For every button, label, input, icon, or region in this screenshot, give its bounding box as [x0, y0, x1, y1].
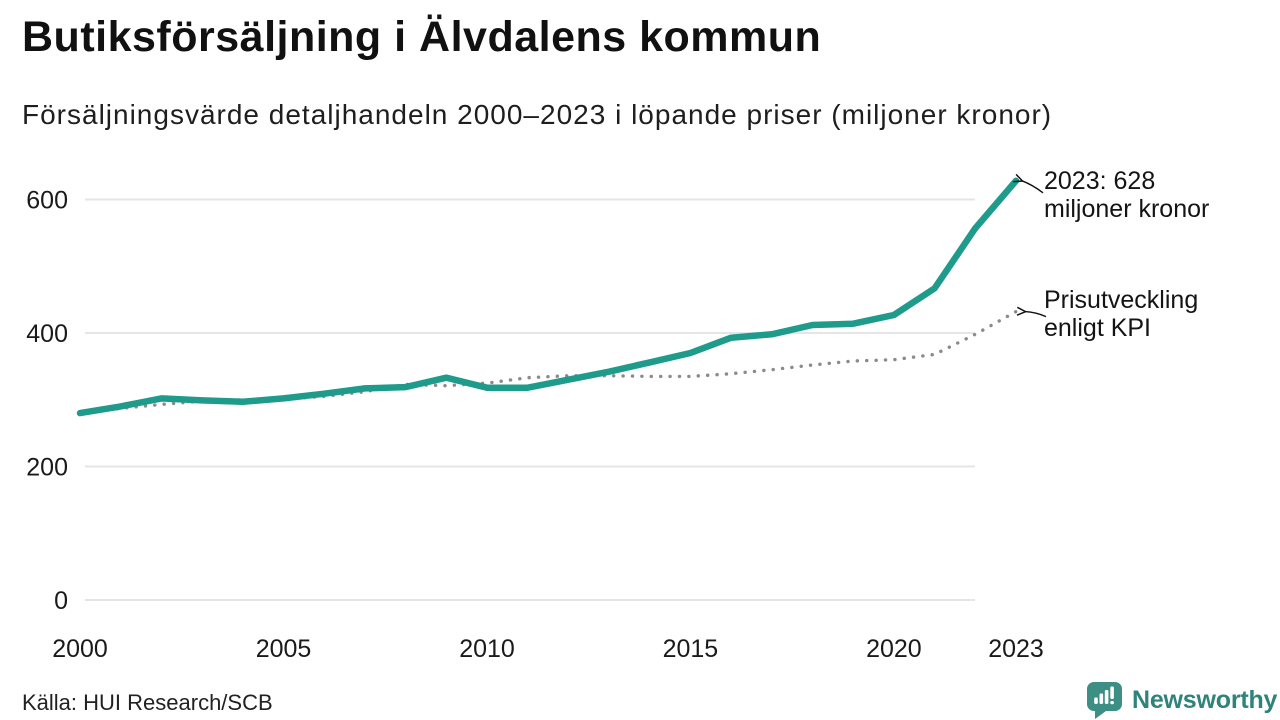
newsworthy-logo: Newsworthy — [1086, 681, 1277, 719]
logo-bar-3 — [1104, 690, 1109, 704]
logo-bar-2 — [1099, 693, 1104, 704]
annotation-arrow — [1025, 312, 1047, 318]
newsworthy-logo-text: Newsworthy — [1132, 685, 1278, 714]
retail-sales-line — [76, 177, 1020, 417]
x-axis-tick-label: 2015 — [663, 635, 719, 663]
y-axis-tick-label: 400 — [26, 320, 68, 348]
logo-bar-1 — [1094, 697, 1098, 704]
chart-subtitle: Försäljningsvärde detaljhandeln 2000–202… — [22, 99, 1053, 130]
logo-bubble-shape — [1087, 682, 1122, 719]
logo-exclamation-bar — [1110, 686, 1114, 699]
x-axis-tick-label: 2010 — [459, 635, 515, 663]
x-axis-tick-label: 2023 — [988, 635, 1044, 663]
annotation-arrow — [1022, 181, 1044, 194]
logo-exclamation-dot — [1110, 701, 1114, 705]
source-note: Källa: HUI Research/SCB — [22, 690, 273, 715]
y-axis-tick-label: 200 — [26, 454, 68, 482]
newsworthy-logo-icon — [1087, 682, 1122, 719]
chart-title: Butiksförsäljning i Älvdalens kommun — [22, 13, 822, 61]
y-axis-tick-label: 0 — [54, 587, 68, 615]
x-axis-tick-label: 2000 — [52, 635, 108, 663]
y-axis-tick-label: 600 — [26, 187, 68, 215]
x-axis-tick-label: 2020 — [866, 635, 922, 663]
annotation-kpi-label: Prisutveckling enligt KPI — [1044, 286, 1199, 342]
x-axis-tick-label: 2005 — [256, 635, 312, 663]
annotation-latest-value: 2023: 628 miljoner kronor — [1044, 167, 1210, 223]
kpi-price-development-line — [78, 309, 1018, 415]
